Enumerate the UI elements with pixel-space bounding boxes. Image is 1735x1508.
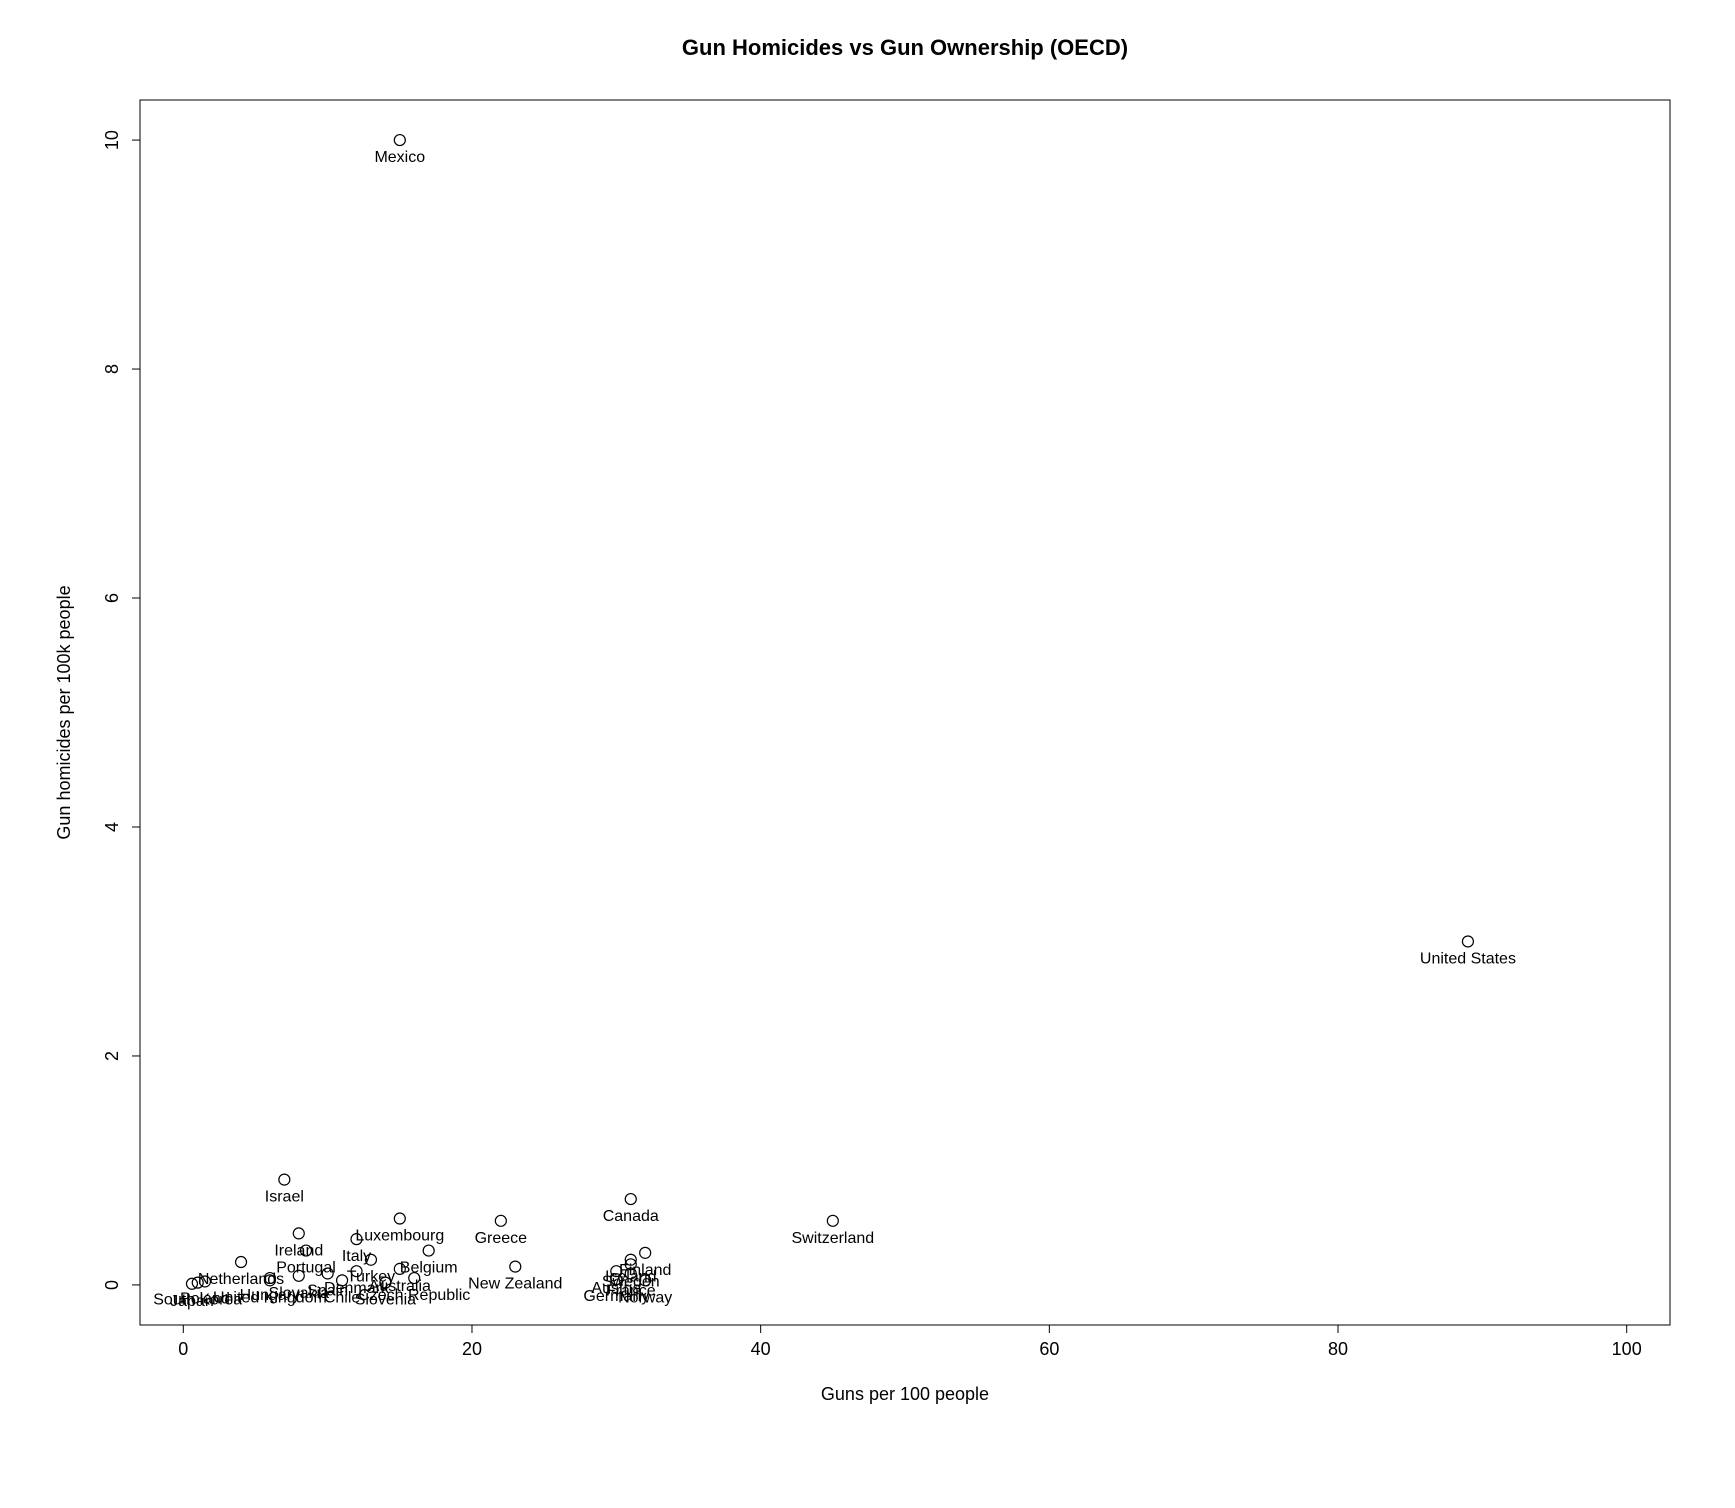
y-tick-label: 0 bbox=[102, 1280, 122, 1290]
point-label: Greece bbox=[475, 1230, 528, 1247]
y-tick-label: 6 bbox=[102, 593, 122, 603]
chart-container: 0 20 40 60 80 100 0 2 4 6 8 10 Gun Homicides vs Gun … bbox=[0, 0, 1735, 1508]
scatter-chart: 0 20 40 60 80 100 0 2 4 6 8 10 Gun Homicides vs Gun … bbox=[0, 0, 1735, 1508]
point-label: Ireland bbox=[274, 1242, 323, 1259]
point-label: Luxembourg bbox=[355, 1228, 444, 1245]
y-tick-label: 10 bbox=[102, 130, 122, 150]
data-point bbox=[236, 1257, 247, 1268]
point-label: Israel bbox=[265, 1189, 304, 1206]
point-label: Belgium bbox=[400, 1260, 458, 1277]
data-point bbox=[423, 1245, 434, 1256]
point-label: Australia bbox=[369, 1278, 431, 1295]
plot-border bbox=[140, 100, 1670, 1325]
y-axis-label: Gun homicides per 100k people bbox=[54, 585, 74, 839]
data-point bbox=[495, 1215, 506, 1226]
y-tick-label: 4 bbox=[102, 822, 122, 832]
data-point bbox=[279, 1174, 290, 1185]
point-label: United States bbox=[1420, 950, 1516, 967]
data-point bbox=[510, 1261, 521, 1272]
point-label: Norway bbox=[618, 1289, 672, 1306]
point-label: Mexico bbox=[374, 149, 425, 166]
point-label: New Zealand bbox=[468, 1276, 562, 1293]
data-point bbox=[1462, 936, 1473, 947]
data-point bbox=[394, 135, 405, 146]
y-tick-label: 8 bbox=[102, 364, 122, 374]
x-tick-label: 40 bbox=[751, 1339, 771, 1359]
point-label: Japan bbox=[170, 1293, 214, 1310]
data-point bbox=[293, 1228, 304, 1239]
x-tick-label: 0 bbox=[178, 1339, 188, 1359]
data-point bbox=[827, 1215, 838, 1226]
y-tick-label: 2 bbox=[102, 1051, 122, 1061]
x-tick-label: 100 bbox=[1612, 1339, 1642, 1359]
chart-title: Gun Homicides vs Gun Ownership (OECD) bbox=[682, 35, 1128, 60]
point-label: Switzerland bbox=[791, 1230, 874, 1247]
data-point bbox=[640, 1247, 651, 1258]
x-tick-label: 20 bbox=[462, 1339, 482, 1359]
x-tick-label: 80 bbox=[1328, 1339, 1348, 1359]
data-point bbox=[625, 1194, 636, 1205]
point-label: Canada bbox=[603, 1208, 659, 1225]
point-label: Chile bbox=[324, 1289, 361, 1306]
data-point bbox=[394, 1213, 405, 1224]
x-axis-label: Guns per 100 people bbox=[821, 1384, 989, 1404]
x-tick-label: 60 bbox=[1039, 1339, 1059, 1359]
